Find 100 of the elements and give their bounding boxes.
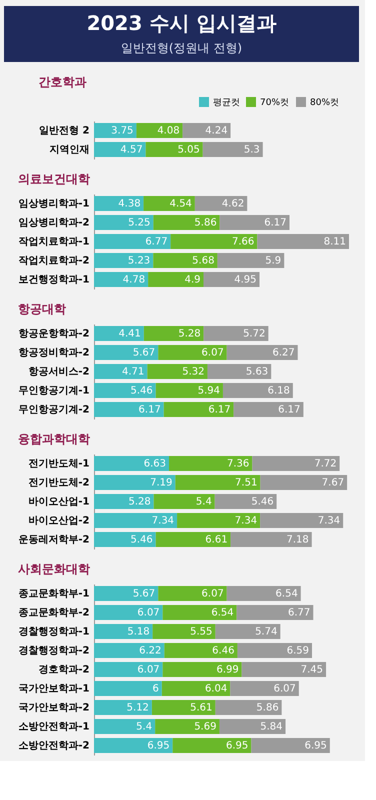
bar bbox=[236, 605, 314, 620]
bar bbox=[207, 364, 272, 379]
legend-label: 평균컷 bbox=[213, 98, 240, 108]
data-label: 4.57 bbox=[120, 144, 143, 156]
legend-label: 80%컷 bbox=[310, 98, 340, 108]
data-label: 6.17 bbox=[278, 404, 300, 416]
bar bbox=[155, 719, 220, 734]
bar bbox=[170, 234, 258, 249]
bar bbox=[146, 142, 203, 157]
bar bbox=[260, 513, 344, 528]
bar bbox=[94, 738, 173, 753]
bar bbox=[226, 345, 298, 360]
bar bbox=[177, 513, 260, 528]
bar bbox=[204, 272, 260, 287]
text: 2023 수시 입시결과 bbox=[86, 11, 276, 35]
data-label: 5.63 bbox=[246, 366, 268, 378]
data-label: 5.46 bbox=[130, 386, 153, 396]
data-label: 6.07 bbox=[202, 348, 224, 358]
y-tick-label: 전기반도체-1 bbox=[28, 458, 90, 470]
data-label: 6.95 bbox=[226, 740, 248, 752]
y-tick-label: 지역인재 bbox=[50, 144, 90, 156]
data-label: 5.74 bbox=[255, 626, 278, 638]
bar bbox=[94, 456, 170, 471]
data-label: 3.75 bbox=[111, 126, 134, 136]
data-label: 5.9 bbox=[265, 256, 282, 266]
y-tick-label: 소방안전학과-1 bbox=[18, 722, 90, 732]
bar bbox=[252, 456, 340, 471]
bar bbox=[94, 345, 158, 360]
bar bbox=[94, 700, 152, 715]
data-label: 6.22 bbox=[139, 646, 162, 656]
data-label: 5.32 bbox=[182, 366, 204, 378]
data-label: 5.3 bbox=[244, 144, 260, 156]
data-label: 6.04 bbox=[204, 684, 228, 694]
data-label: 5.68 bbox=[192, 256, 214, 266]
bar bbox=[220, 215, 290, 230]
bar bbox=[158, 586, 227, 601]
bar bbox=[182, 123, 231, 138]
bar bbox=[94, 234, 171, 249]
bar bbox=[154, 494, 215, 509]
bar bbox=[162, 681, 230, 696]
bar bbox=[217, 253, 284, 268]
data-label: 4.08 bbox=[157, 126, 180, 136]
data-label: 4.62 bbox=[222, 198, 244, 210]
data-label: 6.17 bbox=[264, 218, 286, 228]
data-label: 6.17 bbox=[208, 404, 231, 416]
bar bbox=[162, 662, 242, 677]
bar bbox=[94, 643, 164, 658]
bar bbox=[153, 253, 218, 268]
y-tick-label: 작업치료학과-1 bbox=[18, 236, 90, 248]
data-label: 4.24 bbox=[205, 126, 228, 136]
y-tick-label: 일반전형 2 bbox=[39, 126, 90, 136]
bar bbox=[147, 364, 208, 379]
chart-title: 의료보건대학 bbox=[18, 172, 90, 186]
data-label: 5.18 bbox=[127, 626, 150, 638]
data-label: 7.34 bbox=[234, 516, 258, 526]
bar bbox=[175, 475, 260, 490]
data-label: 7.51 bbox=[235, 478, 258, 488]
bar bbox=[230, 532, 312, 547]
legend-label: 70%컷 bbox=[260, 98, 290, 108]
chart-title: 간호학과 bbox=[38, 75, 87, 89]
data-label: 6.07 bbox=[137, 608, 160, 618]
data-label: 6.54 bbox=[276, 588, 298, 600]
y-tick-label: 무인항공기계-1 bbox=[18, 386, 90, 396]
bar bbox=[94, 624, 153, 639]
bar bbox=[152, 700, 216, 715]
bar bbox=[162, 605, 237, 620]
chart-title: 항공대학 bbox=[18, 302, 66, 316]
bar bbox=[94, 402, 164, 417]
bar bbox=[94, 681, 162, 696]
y-tick-label: 무인항공기계-2 bbox=[18, 404, 90, 416]
data-label: 5.28 bbox=[128, 496, 151, 508]
bar bbox=[94, 513, 178, 528]
data-label: 6.07 bbox=[137, 664, 160, 676]
data-label: 5.61 bbox=[190, 702, 212, 714]
data-label: 5.28 bbox=[178, 328, 201, 340]
bar bbox=[226, 586, 301, 601]
data-label: 6.77 bbox=[288, 608, 310, 618]
data-label: 6.77 bbox=[145, 236, 168, 248]
data-label: 7.18 bbox=[286, 534, 309, 546]
bar bbox=[156, 532, 231, 547]
data-label: 7.66 bbox=[232, 236, 254, 248]
data-label: 6.46 bbox=[212, 646, 234, 656]
y-tick-label: 바이오산업-1 bbox=[28, 496, 90, 508]
data-label: 6.17 bbox=[138, 404, 161, 416]
data-label: 4.95 bbox=[234, 274, 257, 286]
data-label: 5.46 bbox=[251, 496, 274, 508]
y-tick-label: 항공정비학과-2 bbox=[18, 348, 90, 358]
data-label: 7.67 bbox=[322, 478, 344, 488]
bar bbox=[94, 719, 156, 734]
y-tick-label: 경호학과-2 bbox=[38, 664, 90, 676]
bar bbox=[215, 700, 282, 715]
bar bbox=[94, 605, 163, 620]
bar bbox=[260, 475, 348, 490]
chart-title: 융합과학대학 bbox=[18, 432, 90, 446]
bar bbox=[94, 532, 156, 547]
data-label: 4.71 bbox=[122, 366, 144, 378]
chart-title: 사회문화대학 bbox=[18, 562, 90, 576]
bar bbox=[94, 123, 136, 138]
y-tick-label: 보건행정학과-1 bbox=[18, 274, 90, 286]
bar bbox=[94, 326, 144, 341]
